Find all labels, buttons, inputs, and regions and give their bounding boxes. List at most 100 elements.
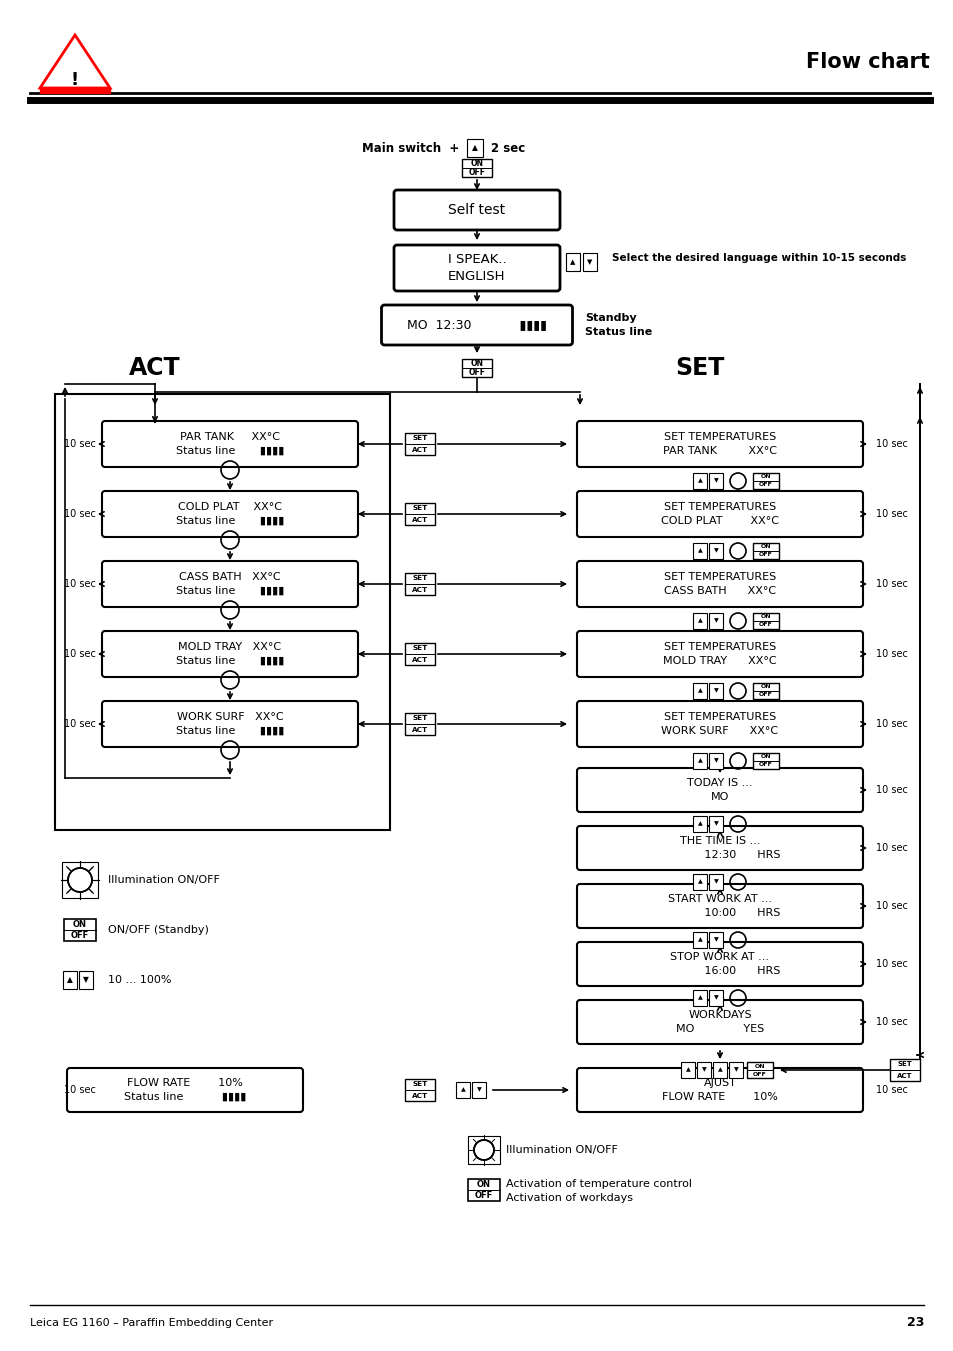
FancyBboxPatch shape [102,561,357,607]
Text: SET: SET [412,646,427,651]
Text: ACT: ACT [897,1073,912,1078]
Bar [692,990,706,1006]
Text: Illumination ON/OFF: Illumination ON/OFF [108,875,219,885]
Text: SET TEMPERATURES
CASS BATH      XX°C: SET TEMPERATURES CASS BATH XX°C [663,573,776,596]
Text: 10 sec: 10 sec [64,719,96,730]
Bar [405,503,435,526]
Text: OFF: OFF [759,693,772,697]
Bar [40,88,110,93]
Text: SET: SET [412,576,427,581]
Text: ▼: ▼ [713,880,718,885]
Text: ON: ON [476,1179,491,1189]
Bar [64,919,96,942]
Text: ON: ON [760,474,771,480]
Text: 10 sec: 10 sec [875,843,907,852]
Text: !: ! [71,72,79,89]
Text: THE TIME IS ...
             12:30      HRS: THE TIME IS ... 12:30 HRS [659,836,780,859]
FancyBboxPatch shape [577,490,862,536]
Text: OFF: OFF [759,623,772,627]
FancyBboxPatch shape [577,1000,862,1044]
Text: Self test: Self test [448,203,505,218]
Text: OFF: OFF [71,931,89,940]
Text: ON: ON [760,754,771,759]
Bar [692,932,706,948]
FancyBboxPatch shape [102,701,357,747]
Text: ▼: ▼ [713,478,718,484]
Text: 10 sec: 10 sec [875,959,907,969]
Bar [456,1082,470,1098]
Bar [405,434,435,455]
FancyBboxPatch shape [577,942,862,986]
Text: ON: ON [760,615,771,620]
Text: STOP WORK AT ...
             16:00      HRS: STOP WORK AT ... 16:00 HRS [659,952,780,975]
Text: ON: ON [760,544,771,550]
Text: Activation of workdays: Activation of workdays [505,1193,633,1202]
Bar [461,359,492,377]
FancyBboxPatch shape [102,631,357,677]
Text: ON: ON [73,920,87,929]
Bar [62,862,98,898]
Text: Leica EG 1160 – Paraffin Embedding Center: Leica EG 1160 – Paraffin Embedding Cente… [30,1319,273,1328]
Text: ▲: ▲ [67,975,72,985]
Text: ▲: ▲ [472,143,477,153]
Bar [405,573,435,594]
Text: CASS BATH   XX°C
Status line       ▮▮▮▮: CASS BATH XX°C Status line ▮▮▮▮ [175,573,284,596]
Text: ▼: ▼ [587,259,592,265]
Bar [565,253,579,272]
Text: COLD PLAT    XX°C
Status line       ▮▮▮▮: COLD PLAT XX°C Status line ▮▮▮▮ [175,503,284,526]
Text: 10 sec: 10 sec [875,648,907,659]
Bar [692,684,706,698]
Text: ▲: ▲ [697,619,701,624]
FancyBboxPatch shape [577,422,862,467]
Text: Illumination ON/OFF: Illumination ON/OFF [505,1146,618,1155]
Text: ACT: ACT [412,1093,428,1098]
Text: MO  12:30            ▮▮▮▮: MO 12:30 ▮▮▮▮ [407,319,546,331]
Text: 10 sec: 10 sec [64,439,96,449]
Text: 23: 23 [905,1316,923,1329]
Text: ▲: ▲ [570,259,575,265]
Text: 10 ... 100%: 10 ... 100% [108,975,172,985]
Text: ▲: ▲ [697,478,701,484]
FancyBboxPatch shape [381,305,572,345]
Bar [708,613,722,630]
Text: 10 sec: 10 sec [875,580,907,589]
Text: ON: ON [760,685,771,689]
Text: WORKDAYS
MO              YES: WORKDAYS MO YES [675,1011,763,1034]
Bar [708,684,722,698]
Text: ACT: ACT [412,516,428,523]
Text: 10 sec: 10 sec [875,1017,907,1027]
Bar [467,139,482,157]
Bar [405,1079,435,1101]
Text: SET: SET [412,1082,427,1088]
Text: SET: SET [412,435,427,442]
Text: ▼: ▼ [713,689,718,693]
Bar [55,394,390,830]
Text: TODAY IS ...
MO: TODAY IS ... MO [686,778,752,801]
Text: FLOW RATE        10%
Status line           ▮▮▮▮: FLOW RATE 10% Status line ▮▮▮▮ [124,1078,246,1101]
Text: 10 sec: 10 sec [64,1085,96,1096]
Text: SET: SET [675,357,724,380]
Text: ON: ON [470,159,483,168]
Bar [468,1179,499,1201]
Bar [708,753,722,769]
Bar [63,971,77,989]
Bar [79,971,92,989]
Text: 10 sec: 10 sec [875,719,907,730]
Text: SET TEMPERATURES
PAR TANK         XX°C: SET TEMPERATURES PAR TANK XX°C [662,432,776,455]
Bar [752,684,779,698]
Bar [712,1062,726,1078]
Bar [752,613,779,630]
Text: START WORK AT ...
             10:00      HRS: START WORK AT ... 10:00 HRS [659,894,780,917]
Text: OFF: OFF [759,762,772,767]
Text: 10 sec: 10 sec [64,580,96,589]
FancyBboxPatch shape [577,1069,862,1112]
Text: ▼: ▼ [713,821,718,827]
Text: ▼: ▼ [700,1067,705,1073]
Text: ▲: ▲ [697,689,701,693]
Text: 10 sec: 10 sec [875,785,907,794]
Text: SET: SET [412,716,427,721]
Bar [692,816,706,832]
FancyBboxPatch shape [102,422,357,467]
Text: ▲: ▲ [697,821,701,827]
Bar [472,1082,485,1098]
